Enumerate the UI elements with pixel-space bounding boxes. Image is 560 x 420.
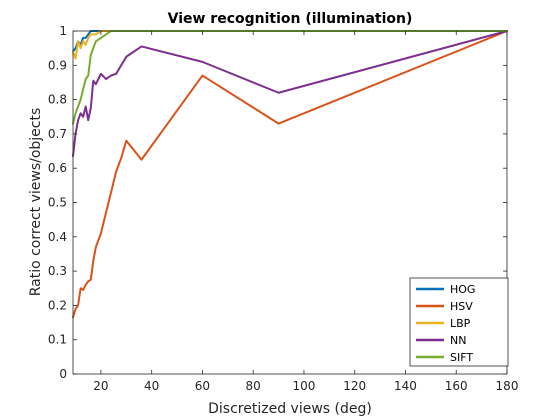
chart-title: View recognition (illumination) xyxy=(168,11,413,27)
y-axis-label: Ratio correct views/objects xyxy=(28,108,44,297)
y-tick-label: 0.8 xyxy=(48,93,67,107)
x-axis-ticks: 20 40 60 80 100 120 140 160 180 xyxy=(93,31,518,393)
x-tick-label: 140 xyxy=(394,379,417,393)
y-tick-label: 0.7 xyxy=(48,127,67,141)
legend: HOG HSV LBP NN SIFT xyxy=(409,277,509,367)
series-line-nn xyxy=(72,30,508,158)
y-tick-label: 0.4 xyxy=(48,230,67,244)
x-axis-label: Discretized views (deg) xyxy=(208,401,372,417)
y-tick-label: 0.9 xyxy=(48,58,67,72)
x-tick-label: 80 xyxy=(246,379,261,393)
y-axis-ticks: 0 0.1 0.2 0.3 0.4 0.5 0.6 0.7 0.8 0.9 1 xyxy=(48,24,507,381)
legend-label-nn: NN xyxy=(450,334,466,347)
y-tick-label: 0.3 xyxy=(48,264,67,278)
x-tick-label: 120 xyxy=(343,379,366,393)
x-tick-label: 20 xyxy=(93,379,108,393)
y-tick-label: 0.2 xyxy=(48,298,67,312)
legend-label-sift: SIFT xyxy=(450,351,473,364)
x-tick-label: 100 xyxy=(293,379,316,393)
x-tick-label: 160 xyxy=(445,379,468,393)
x-tick-label: 180 xyxy=(496,379,519,393)
y-tick-label: 1 xyxy=(59,24,67,38)
legend-label-hog: HOG xyxy=(450,283,475,296)
x-tick-label: 40 xyxy=(144,379,159,393)
legend-label-hsv: HSV xyxy=(450,300,473,313)
series-line-hsv xyxy=(72,30,508,319)
y-tick-label: 0.1 xyxy=(48,333,67,347)
y-tick-label: 0 xyxy=(59,367,67,381)
legend-label-lbp: LBP xyxy=(450,317,471,330)
x-tick-label: 60 xyxy=(195,379,210,393)
y-tick-label: 0.6 xyxy=(48,161,67,175)
y-tick-label: 0.5 xyxy=(48,196,67,210)
